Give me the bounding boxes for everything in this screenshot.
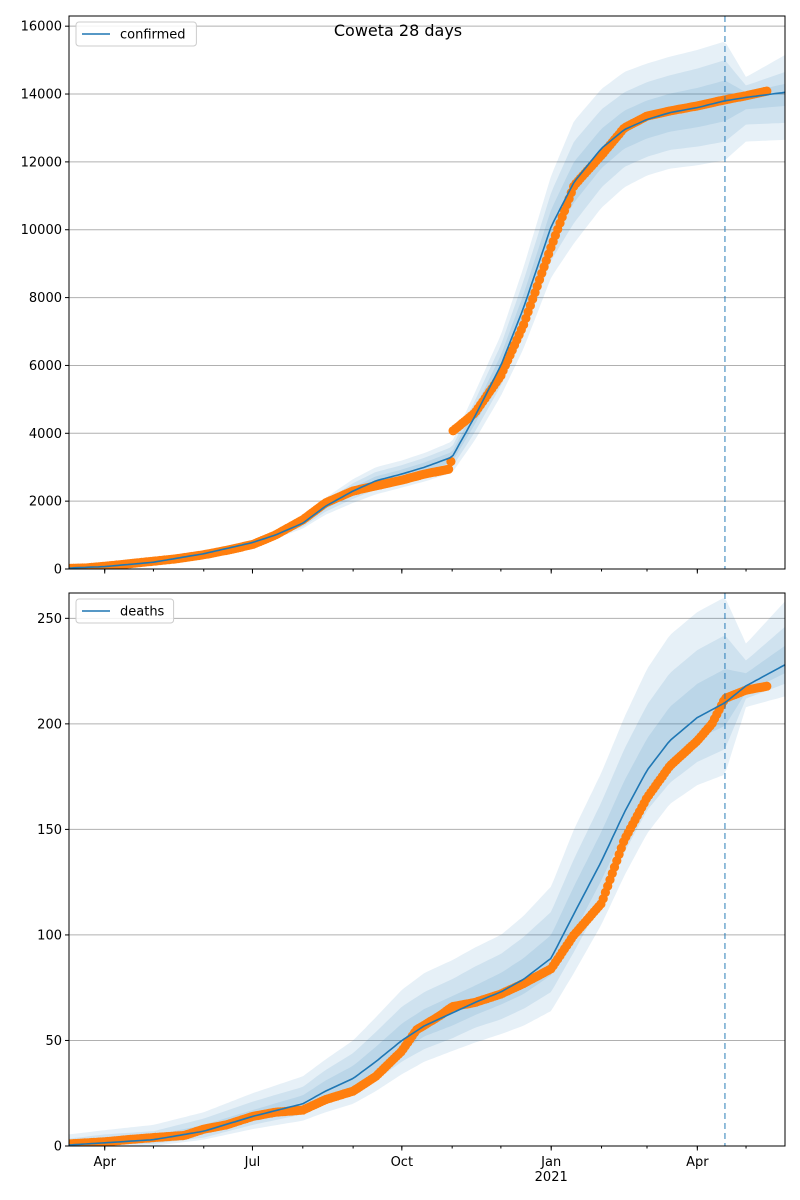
y-tick-label: 0 — [54, 1140, 62, 1155]
x-tick-label: 2021 — [535, 1170, 568, 1185]
x-tick-label: Apr — [686, 1155, 709, 1170]
y-tick-label: 14000 — [21, 88, 62, 103]
band-inner — [69, 645, 785, 1146]
data-point — [446, 456, 456, 467]
y-tick-label: 6000 — [29, 359, 62, 374]
band-mid — [69, 60, 785, 568]
y-tick-label: 100 — [37, 928, 62, 943]
y-tick-label: 8000 — [29, 291, 62, 306]
y-tick-label: 0 — [54, 563, 62, 578]
legend: confirmed — [75, 21, 197, 47]
x-tick-label: Jul — [244, 1155, 261, 1170]
chart-title: Coweta 28 days — [334, 21, 462, 40]
x-tick-label: Apr — [93, 1155, 116, 1170]
series-line-model — [69, 91, 785, 569]
band-outer — [69, 42, 785, 568]
legend: deaths — [75, 598, 175, 624]
legend-box — [75, 21, 197, 47]
y-tick-label: 16000 — [21, 20, 62, 35]
band-mid — [69, 626, 785, 1146]
y-tick-label: 2000 — [29, 495, 62, 510]
plot-area — [69, 598, 785, 1146]
y-tick-label: 250 — [37, 612, 62, 627]
axes-frame — [68, 592, 786, 1147]
x-tick-label: Oct — [391, 1155, 413, 1170]
y-tick-label: 150 — [37, 823, 62, 838]
legend-box — [75, 598, 175, 624]
y-tick-label: 4000 — [29, 427, 62, 442]
data-point — [762, 681, 772, 691]
data-point — [444, 464, 454, 474]
series-line-model — [69, 664, 785, 1146]
axes-frame — [68, 15, 786, 570]
y-tick-label: 200 — [37, 717, 62, 732]
panel-1: 0 2000 4000 6000 8000 10000 12000 14000 16000 con… — [21, 15, 786, 578]
y-tick-label: 50 — [45, 1034, 62, 1049]
legend-label: deaths — [120, 605, 165, 620]
plot-area — [69, 42, 785, 569]
legend-label: confirmed — [120, 28, 186, 43]
data-point — [762, 86, 772, 96]
band-outer — [69, 598, 785, 1146]
x-tick-label: Jan — [540, 1155, 561, 1170]
y-tick-label: 12000 — [21, 155, 62, 170]
y-tick-label: 10000 — [21, 223, 62, 238]
